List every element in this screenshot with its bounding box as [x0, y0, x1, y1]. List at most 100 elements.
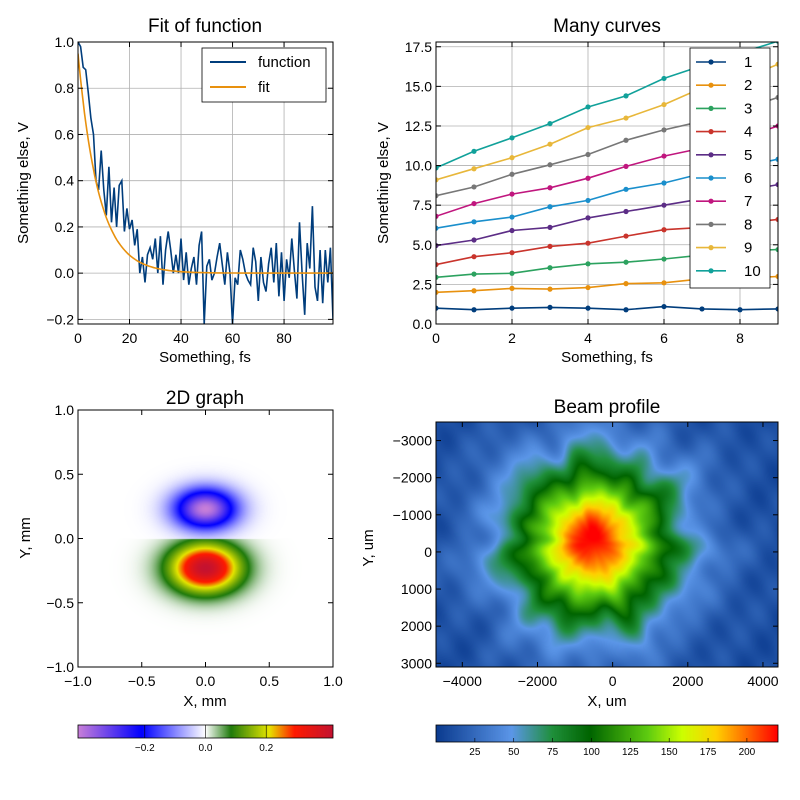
series-point	[661, 75, 667, 82]
curves-legend-item: 5	[696, 147, 752, 164]
xtick-label: 80	[276, 330, 292, 346]
series-point	[509, 135, 515, 141]
beam-title: Beam profile	[554, 397, 661, 418]
fit-plot-area	[78, 42, 333, 324]
curves-legend-item: 10	[696, 263, 761, 280]
series-point	[547, 204, 553, 210]
series-line-fit	[78, 53, 333, 274]
series-point	[509, 155, 515, 161]
xtick-label: 4000	[747, 673, 778, 689]
legend-marker	[708, 268, 714, 274]
colorbar-tick-label: 25	[469, 747, 481, 758]
fit-legend: function fit	[201, 47, 327, 103]
series-point	[623, 115, 629, 121]
series-point	[471, 254, 477, 260]
colorbar-tick-label: 50	[508, 747, 520, 758]
series-point	[661, 227, 667, 233]
series-point	[509, 214, 515, 220]
ytick-label: 7.5	[413, 197, 433, 213]
xtick-label: 1.0	[323, 673, 343, 689]
series-point	[436, 305, 439, 311]
legend-marker	[708, 245, 714, 251]
xtick-label: 2	[508, 330, 516, 346]
series-point	[661, 256, 667, 262]
ytick-label: 1.0	[55, 402, 75, 418]
series-point	[471, 200, 477, 207]
legend-label: 8	[744, 216, 752, 233]
series-point	[661, 180, 667, 186]
ytick-label: 0.0	[55, 531, 75, 547]
series-point	[661, 303, 667, 310]
legend-marker	[708, 59, 714, 65]
series-point	[471, 271, 477, 277]
xtick-label: 2000	[672, 673, 703, 689]
ytick-label: −1000	[393, 507, 433, 523]
ytick-label: 17.5	[405, 39, 432, 55]
ytick-label: 2000	[401, 618, 432, 634]
curves-legend-item: 1	[696, 54, 752, 71]
curves-chart: Many curves 0 2 4 6 8 0.0 2.5 5.0 7.5 10.0 12.5 15.…	[375, 16, 779, 366]
series-point	[775, 61, 778, 67]
series-point	[623, 307, 629, 313]
series-point	[509, 191, 515, 197]
legend-label: 3	[744, 100, 752, 117]
series-point	[585, 284, 591, 291]
series-point	[547, 120, 553, 127]
fit-axes-frame	[77, 41, 334, 325]
xtick-label: 20	[122, 330, 138, 346]
colorbar-tick-label: −0.2	[135, 743, 155, 754]
legend-marker	[708, 129, 714, 135]
series-point	[547, 185, 553, 191]
series-point	[623, 93, 629, 99]
series-point	[775, 94, 778, 101]
ytick-label: 0.2	[55, 219, 75, 235]
ytick-label: 2.5	[413, 276, 433, 292]
curves-xlabel: Something, fs	[561, 349, 653, 366]
graph2d-xlabel: X, mm	[183, 693, 226, 710]
series-point	[775, 181, 778, 188]
colorbar-tick-label: 100	[583, 747, 600, 758]
beam-axes-frame	[435, 421, 779, 668]
series-line	[436, 305, 778, 311]
series-point	[547, 224, 553, 230]
xtick-label: 40	[173, 330, 189, 346]
series-point	[436, 225, 439, 231]
series-point	[661, 153, 667, 159]
series-point	[509, 270, 515, 276]
series-point	[436, 165, 439, 171]
series-line-function	[78, 42, 333, 324]
ytick-label: −1.0	[46, 659, 74, 675]
series-point	[737, 307, 743, 313]
beam-colorbar-frame	[435, 724, 779, 743]
series-point	[471, 237, 477, 243]
curves-chart-title: Many curves	[553, 16, 661, 37]
series-point	[661, 280, 667, 286]
curves-legend-item: 6	[696, 170, 752, 187]
xtick-label: −4000	[443, 673, 483, 689]
beam-chart: Beam profile −4000 −2000 0 2000 4000−3000−20…	[360, 397, 779, 758]
ytick-label: 1000	[401, 581, 432, 597]
legend-marker	[708, 152, 714, 158]
colorbar-tick-label: 175	[700, 747, 717, 758]
series-point	[509, 227, 515, 234]
series-point	[585, 175, 591, 181]
series-point	[436, 213, 439, 219]
ytick-label: 1.0	[55, 34, 75, 50]
xtick-label: 0.5	[260, 673, 280, 689]
legend-label: 4	[744, 124, 752, 141]
colorbar-tick-label: 0.2	[259, 743, 273, 754]
xtick-label: −1.0	[64, 673, 92, 689]
series-point	[547, 304, 553, 310]
ytick-label: 0.0	[413, 316, 433, 332]
ytick-label: 12.5	[405, 118, 432, 134]
legend-marker	[708, 82, 714, 88]
legend-label: 5	[744, 147, 752, 164]
series-point	[585, 261, 591, 267]
beam-ylabel: Y, um	[360, 529, 377, 566]
xtick-label: 6	[660, 330, 668, 346]
series-point	[509, 285, 515, 291]
series-point	[775, 306, 778, 312]
series-point	[775, 246, 778, 253]
xtick-label: 0	[432, 330, 440, 346]
